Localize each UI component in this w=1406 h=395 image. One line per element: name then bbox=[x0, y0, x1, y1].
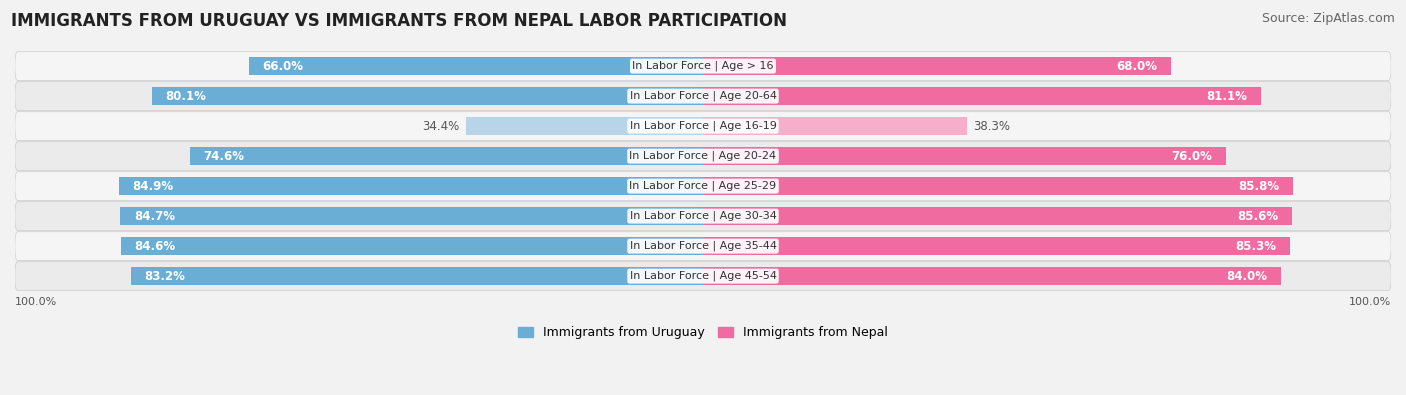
Text: Source: ZipAtlas.com: Source: ZipAtlas.com bbox=[1261, 12, 1395, 25]
Bar bbox=[703, 207, 1292, 225]
Bar bbox=[249, 57, 703, 75]
Bar bbox=[703, 147, 1226, 165]
Text: 100.0%: 100.0% bbox=[1348, 297, 1391, 307]
Text: 34.4%: 34.4% bbox=[422, 120, 460, 133]
Text: In Labor Force | Age 20-24: In Labor Force | Age 20-24 bbox=[630, 151, 776, 162]
FancyBboxPatch shape bbox=[15, 172, 1391, 201]
FancyBboxPatch shape bbox=[15, 262, 1391, 291]
Text: 85.6%: 85.6% bbox=[1237, 210, 1278, 223]
Text: 74.6%: 74.6% bbox=[204, 150, 245, 163]
Text: 84.0%: 84.0% bbox=[1226, 270, 1267, 283]
Bar bbox=[121, 207, 703, 225]
Text: In Labor Force | Age 45-54: In Labor Force | Age 45-54 bbox=[630, 271, 776, 281]
FancyBboxPatch shape bbox=[15, 112, 1391, 141]
Text: In Labor Force | Age 16-19: In Labor Force | Age 16-19 bbox=[630, 121, 776, 132]
Text: 76.0%: 76.0% bbox=[1171, 150, 1212, 163]
Bar bbox=[703, 177, 1294, 195]
FancyBboxPatch shape bbox=[15, 142, 1391, 171]
Text: 68.0%: 68.0% bbox=[1116, 60, 1157, 73]
FancyBboxPatch shape bbox=[15, 202, 1391, 231]
Text: 85.8%: 85.8% bbox=[1239, 180, 1279, 193]
Text: 66.0%: 66.0% bbox=[263, 60, 304, 73]
Bar bbox=[131, 267, 703, 285]
Text: In Labor Force | Age 20-64: In Labor Force | Age 20-64 bbox=[630, 91, 776, 102]
Text: 100.0%: 100.0% bbox=[15, 297, 58, 307]
Text: 38.3%: 38.3% bbox=[973, 120, 1011, 133]
Text: 85.3%: 85.3% bbox=[1234, 240, 1277, 253]
Text: IMMIGRANTS FROM URUGUAY VS IMMIGRANTS FROM NEPAL LABOR PARTICIPATION: IMMIGRANTS FROM URUGUAY VS IMMIGRANTS FR… bbox=[11, 12, 787, 30]
Bar bbox=[703, 117, 966, 135]
Text: 83.2%: 83.2% bbox=[145, 270, 186, 283]
Text: 80.1%: 80.1% bbox=[166, 90, 207, 103]
Text: 84.7%: 84.7% bbox=[134, 210, 174, 223]
Text: In Labor Force | Age 30-34: In Labor Force | Age 30-34 bbox=[630, 211, 776, 221]
Text: In Labor Force | Age > 16: In Labor Force | Age > 16 bbox=[633, 61, 773, 71]
Bar bbox=[121, 237, 703, 255]
Bar bbox=[467, 117, 703, 135]
Bar bbox=[703, 87, 1261, 105]
Bar bbox=[120, 177, 703, 195]
Text: 84.6%: 84.6% bbox=[135, 240, 176, 253]
Bar bbox=[152, 87, 703, 105]
Text: 84.9%: 84.9% bbox=[132, 180, 174, 193]
FancyBboxPatch shape bbox=[15, 232, 1391, 261]
Bar bbox=[703, 267, 1281, 285]
Bar bbox=[703, 57, 1171, 75]
FancyBboxPatch shape bbox=[15, 82, 1391, 111]
Legend: Immigrants from Uruguay, Immigrants from Nepal: Immigrants from Uruguay, Immigrants from… bbox=[513, 321, 893, 344]
Bar bbox=[190, 147, 703, 165]
Text: In Labor Force | Age 35-44: In Labor Force | Age 35-44 bbox=[630, 241, 776, 251]
FancyBboxPatch shape bbox=[15, 52, 1391, 81]
Text: In Labor Force | Age 25-29: In Labor Force | Age 25-29 bbox=[630, 181, 776, 191]
Text: 81.1%: 81.1% bbox=[1206, 90, 1247, 103]
Bar bbox=[703, 237, 1289, 255]
